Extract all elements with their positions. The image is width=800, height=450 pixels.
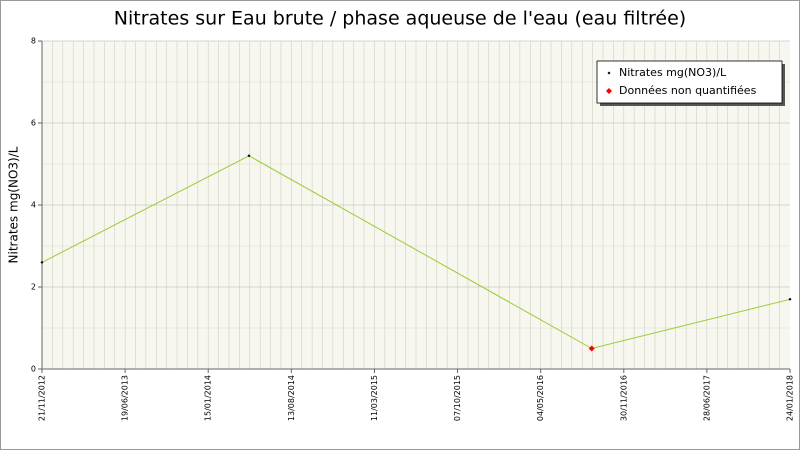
x-tick-label: 19/06/2013: [121, 375, 130, 421]
data-point: [40, 260, 44, 264]
data-point: [588, 345, 595, 352]
legend-label: Données non quantifiées: [619, 84, 757, 97]
y-tick-label: 2: [31, 283, 36, 292]
chart-title: Nitrates sur Eau brute / phase aqueuse d…: [114, 8, 686, 30]
x-tick-label: 21/11/2012: [38, 375, 47, 421]
data-point: [788, 297, 792, 301]
y-tick-label: 6: [31, 119, 36, 128]
series-line: [41, 155, 791, 350]
y-tick-label: 8: [31, 37, 36, 46]
x-tick-label: 11/03/2015: [370, 375, 379, 421]
y-tick-label: 0: [31, 365, 36, 374]
data-point: [247, 154, 251, 158]
x-tick-label: 04/05/2016: [536, 375, 545, 421]
legend-marker: [607, 71, 611, 75]
y-tick-label: 4: [31, 201, 36, 210]
x-tick-label: 15/01/2014: [204, 375, 213, 421]
x-tick-label: 07/10/2015: [453, 375, 462, 421]
x-tick-label: 13/08/2014: [287, 375, 296, 421]
y-axis-label: Nitrates mg(NO3)/L: [7, 146, 21, 263]
x-tick-label: 28/06/2017: [702, 375, 711, 421]
x-tick-label: 30/11/2016: [619, 375, 628, 421]
legend-label: Nitrates mg(NO3)/L: [619, 66, 727, 79]
legend-marker: [606, 88, 612, 94]
x-tick-label: 24/01/2018: [786, 375, 795, 421]
legend: [596, 60, 783, 104]
